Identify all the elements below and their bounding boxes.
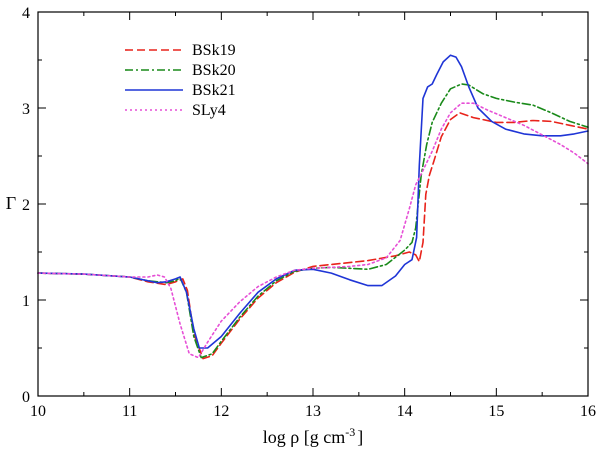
y-tick-label: 1 [22, 293, 30, 310]
series-line-sly4 [37, 102, 589, 359]
y-tick-label: 2 [22, 197, 30, 214]
x-axis-title-main: log ρ [g cm [263, 427, 345, 447]
legend: BSk19 BSk20 BSk21 SLy4 [125, 42, 236, 119]
y-axis-title: Γ [6, 193, 16, 213]
legend-label-sly4: SLy4 [192, 102, 226, 119]
y-tick-label: 0 [22, 389, 30, 406]
x-axis-title: log ρ [g cm-3] [263, 425, 363, 447]
x-axis-title-exponent: -3 [345, 425, 355, 439]
y-tick-label: 4 [22, 5, 30, 22]
legend-label-bsk20: BSk20 [192, 62, 236, 79]
x-tick-label: 10 [30, 403, 46, 420]
series-line-bsk20 [37, 83, 589, 359]
legend-label-bsk19: BSk19 [192, 42, 236, 59]
y-tick-label: 3 [22, 101, 30, 118]
x-axis-title-close: ] [357, 427, 363, 447]
x-tick-label: 12 [213, 403, 229, 420]
x-tick-label: 16 [580, 403, 596, 420]
legend-label-bsk21: BSk21 [192, 82, 236, 99]
x-tick-label: 14 [397, 403, 413, 420]
x-tick-label: 11 [122, 403, 137, 420]
x-tick-label: 15 [488, 403, 504, 420]
series-layer [37, 54, 589, 360]
series-line-bsk21 [37, 54, 589, 349]
plot-frame [37, 11, 589, 397]
x-tick-label: 13 [305, 403, 321, 420]
series-line-bsk19 [37, 112, 589, 360]
